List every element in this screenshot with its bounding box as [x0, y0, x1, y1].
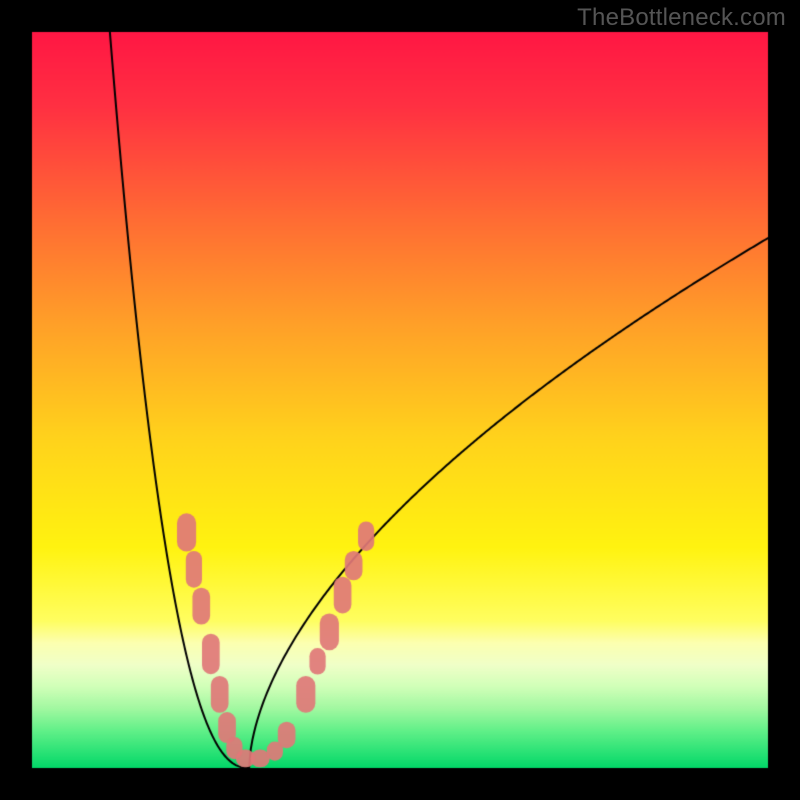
bottleneck-curve-chart	[0, 0, 800, 800]
